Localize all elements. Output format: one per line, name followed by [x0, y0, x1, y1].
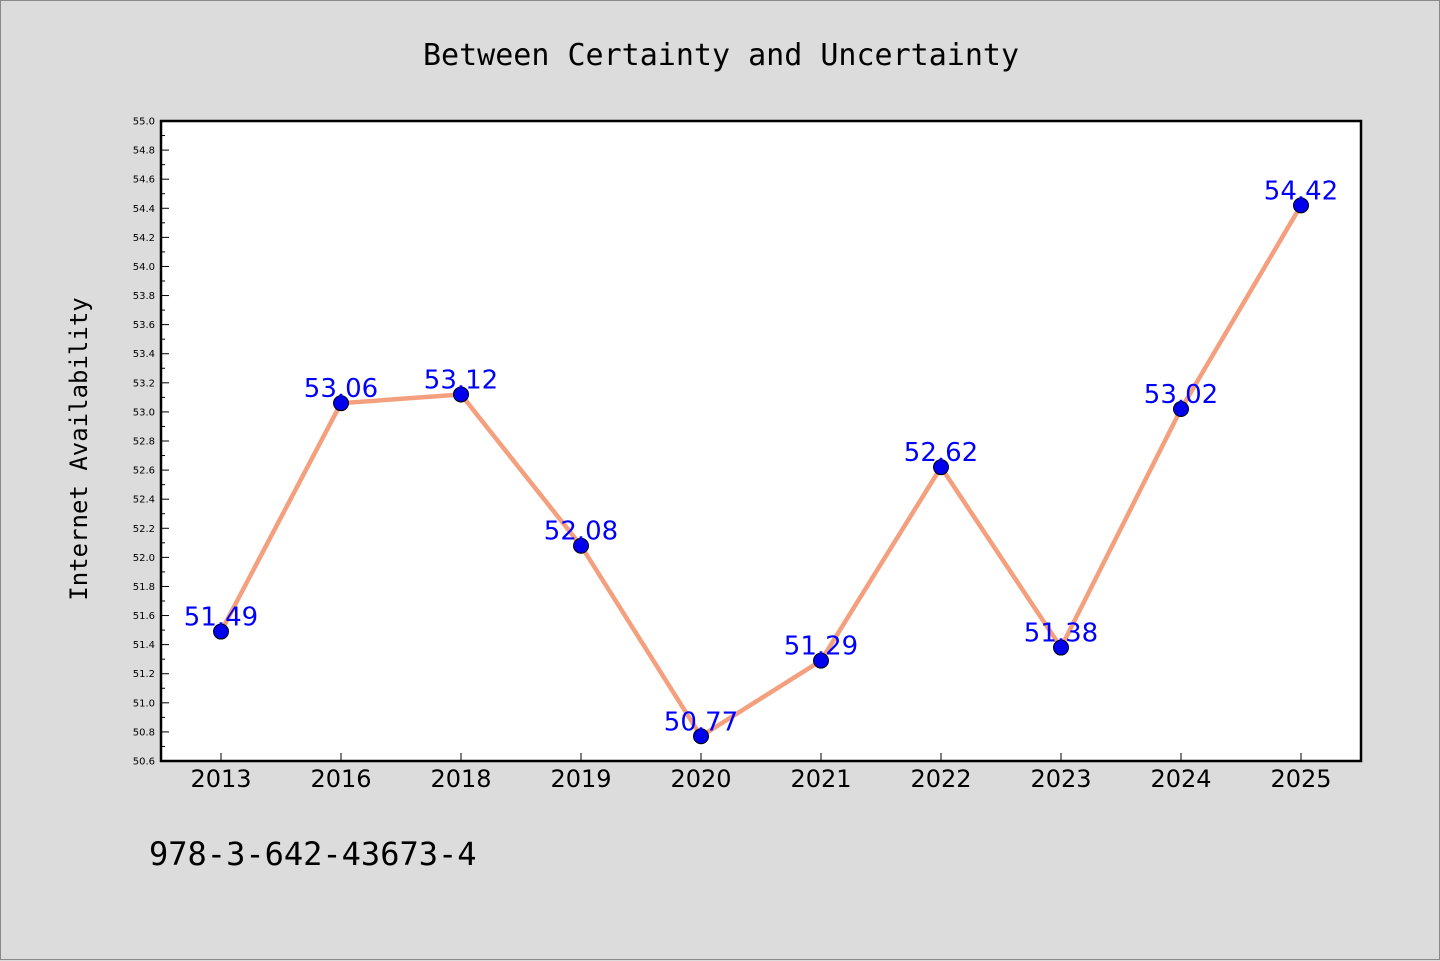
y-tick-label: 53.6 [133, 320, 155, 331]
isbn-text: 978-3-642-43673-4 [149, 835, 477, 873]
x-axis-ticks: 2013 2016 2018 2019 2020 2021 2022 2023 2024 2025 [190, 753, 1332, 793]
y-tick-label: 54.6 [133, 175, 155, 186]
y-axis-ticks: 50.6 50.8 51.0 51.2 51.4 51.6 51.8 52.0 52.2 52.4… [133, 117, 169, 768]
data-point [813, 652, 829, 669]
data-point [1173, 401, 1189, 417]
data-label: 53.06 [304, 374, 378, 404]
data-label: 54.42 [1264, 176, 1338, 206]
data-labels: 51.49 53.06 53.12 52.08 50.77 51.29 52.62 51.38… [184, 176, 1338, 737]
x-tick-label: 2024 [1150, 765, 1211, 793]
y-tick-label: 55.0 [133, 117, 155, 128]
data-point [1053, 639, 1069, 656]
x-tick-label: 2020 [670, 765, 731, 793]
y-tick-label: 52.6 [133, 466, 155, 477]
plot-area [161, 121, 1361, 761]
y-tick-label: 54.0 [133, 262, 155, 273]
y-tick-label: 54.2 [133, 233, 155, 244]
y-axis-label: Internet Availability [65, 297, 93, 600]
y-tick-label: 54.8 [133, 146, 155, 157]
y-tick-label: 54.4 [133, 204, 155, 215]
series-line [218, 203, 1304, 739]
x-tick-label: 2016 [310, 765, 371, 793]
x-tick-label: 2022 [910, 765, 971, 793]
data-label: 50.77 [664, 707, 738, 737]
y-tick-label: 50.6 [133, 757, 155, 768]
data-markers [213, 197, 1309, 745]
y-tick-label: 51.4 [133, 640, 155, 651]
data-point [453, 386, 469, 403]
data-label: 51.49 [184, 603, 258, 633]
y-tick-label: 51.0 [133, 698, 155, 709]
y-tick-label: 53.0 [133, 407, 155, 418]
y-tick-label: 52.0 [133, 553, 155, 564]
y-tick-label: 51.6 [133, 611, 155, 622]
x-tick-label: 2023 [1030, 765, 1091, 793]
data-point [333, 395, 349, 412]
plot-border [159, 119, 1363, 763]
data-point [693, 728, 709, 745]
x-tick-label: 2019 [550, 765, 611, 793]
series-line-group [218, 203, 1304, 739]
x-tick-label: 2018 [430, 765, 491, 793]
y-tick-label: 50.8 [133, 727, 155, 738]
data-point [1293, 197, 1309, 214]
x-tick-label: 2025 [1270, 765, 1331, 793]
y-tick-label: 53.4 [133, 349, 155, 360]
data-point [933, 459, 949, 476]
data-label: 52.62 [904, 438, 978, 468]
y-tick-label: 52.8 [133, 437, 155, 448]
chart-title: Between Certainty and Uncertainty [423, 38, 1019, 73]
y-tick-label: 52.4 [133, 495, 155, 506]
y-tick-label: 53.8 [133, 291, 155, 302]
y-tick-label: 51.2 [133, 669, 155, 680]
y-tick-label: 53.2 [133, 378, 155, 389]
y-tick-label: 51.8 [133, 582, 155, 593]
data-label: 51.38 [1024, 619, 1098, 649]
data-point [213, 623, 229, 640]
data-point [573, 537, 589, 554]
x-tick-label: 2021 [790, 765, 851, 793]
data-label: 51.29 [784, 632, 858, 662]
x-tick-label: 2013 [190, 765, 251, 793]
data-label: 53.02 [1144, 380, 1218, 410]
data-label: 53.12 [424, 365, 498, 395]
y-tick-label: 52.2 [133, 524, 155, 535]
data-label: 52.08 [544, 517, 618, 547]
